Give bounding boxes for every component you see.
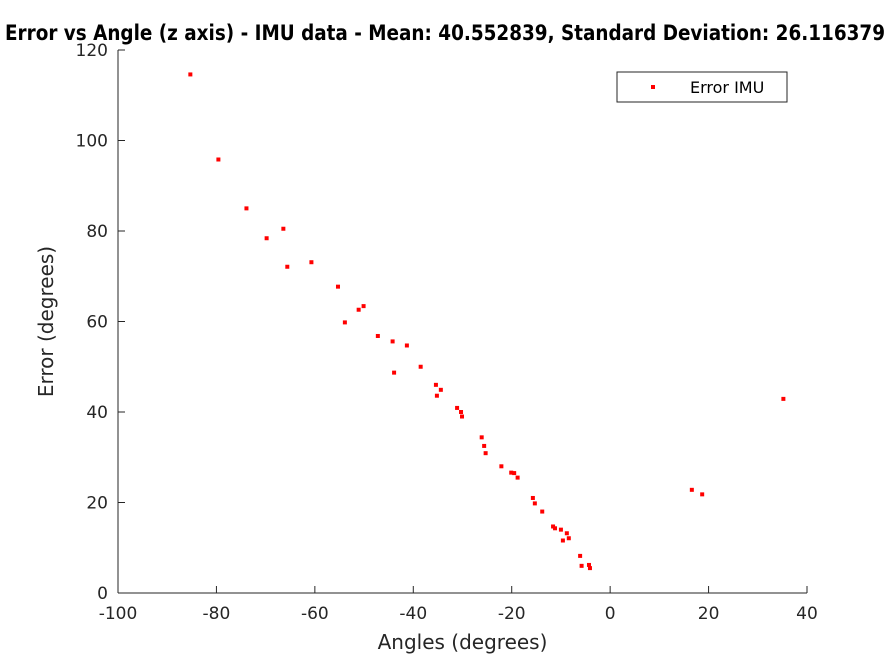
data-point	[335, 284, 340, 289]
data-point	[309, 260, 314, 265]
data-point	[390, 339, 395, 344]
plot-area	[117, 50, 807, 594]
data-point	[479, 435, 484, 440]
data-point	[553, 526, 558, 531]
data-point	[483, 451, 488, 456]
data-point	[512, 471, 517, 476]
x-axis-label: Angles (degrees)	[378, 630, 548, 654]
data-point	[532, 501, 537, 506]
data-point	[361, 304, 366, 309]
data-point	[579, 563, 584, 568]
data-point	[566, 536, 571, 541]
data-point	[564, 531, 569, 536]
x-tick-label: -20	[498, 604, 526, 624]
y-tick-label: 0	[97, 584, 108, 604]
data-point	[356, 307, 361, 312]
data-point	[433, 382, 438, 387]
data-point	[438, 387, 443, 392]
data-point	[434, 393, 439, 398]
data-point	[459, 410, 464, 414]
data-point	[342, 320, 347, 325]
y-tick-label: 80	[86, 222, 108, 242]
x-tick-label: -100	[99, 604, 138, 624]
data-point	[578, 553, 583, 558]
data-point	[244, 206, 249, 211]
x-tick-label: -40	[399, 604, 427, 624]
data-point	[587, 566, 592, 571]
data-point	[700, 492, 705, 497]
data-point	[515, 475, 520, 480]
data-point	[540, 509, 545, 514]
data-point	[216, 157, 221, 162]
data-point	[482, 443, 487, 448]
data-point	[188, 72, 193, 77]
data-point	[392, 370, 397, 375]
x-tick-label: -80	[203, 604, 231, 624]
data-point	[281, 226, 286, 231]
y-axis-label: Error (degrees)	[34, 246, 58, 397]
data-point	[586, 562, 591, 567]
y-tick-label: 60	[86, 313, 108, 333]
y-tick-label: 20	[86, 494, 108, 514]
legend-box	[616, 71, 788, 103]
data-point	[404, 343, 409, 348]
data-point	[689, 487, 694, 492]
axis-ticks: -100 -80 -60 -40 -20 0 20 40 0 20 40 60 80 100 120	[76, 41, 818, 624]
x-tick-label: -60	[301, 604, 329, 624]
data-point	[264, 236, 269, 241]
data-point	[781, 396, 786, 401]
data-point	[509, 470, 514, 475]
x-tick-label: 40	[796, 604, 818, 624]
data-point	[560, 538, 565, 543]
data-point	[285, 264, 290, 269]
y-tick-label: 40	[86, 403, 108, 423]
legend-marker	[651, 85, 655, 89]
data-point	[499, 464, 504, 469]
y-tick-label: 100	[76, 132, 108, 152]
legend-entry-label: Error IMU	[690, 78, 764, 97]
data-point	[455, 405, 460, 410]
chart-title: Error vs Angle (z axis) - IMU data - Mea…	[5, 21, 885, 45]
y-tick-label: 120	[76, 41, 108, 61]
plot-background	[118, 50, 807, 593]
data-point	[460, 414, 465, 419]
x-tick-label: 20	[698, 604, 720, 624]
data-point	[530, 495, 535, 500]
data-point	[418, 364, 423, 369]
data-point	[375, 333, 380, 338]
data-points	[188, 72, 786, 571]
x-tick-label: 0	[605, 604, 616, 624]
data-point	[558, 527, 563, 532]
legend: Error IMU	[616, 71, 788, 103]
